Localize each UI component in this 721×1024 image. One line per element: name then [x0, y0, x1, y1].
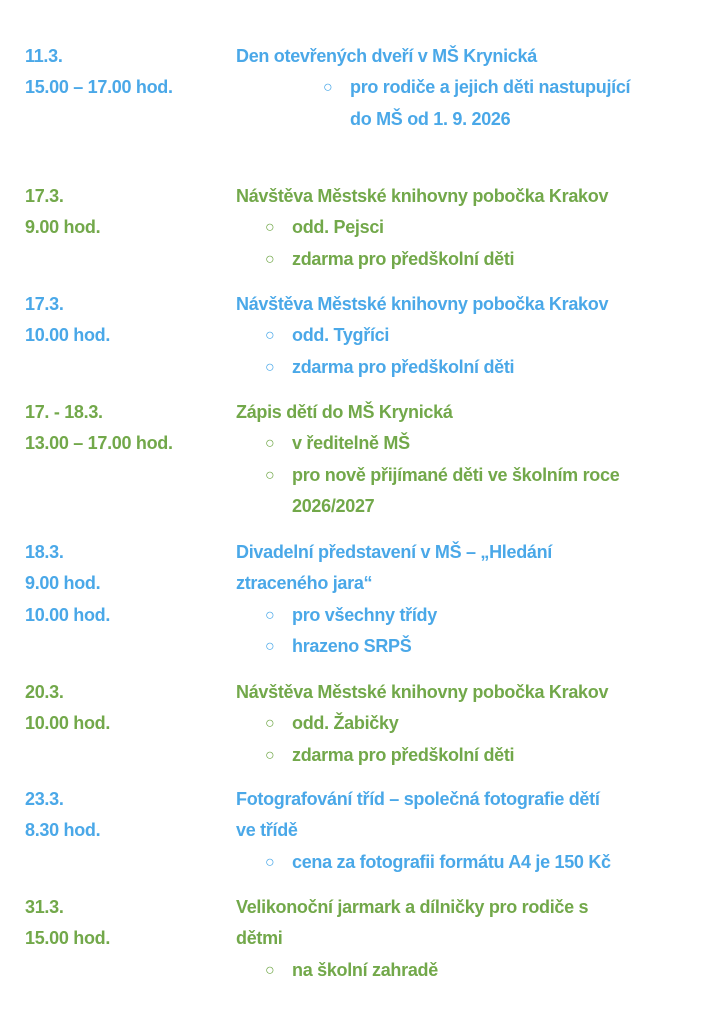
bullet-item: ○ zdarma pro předškolní děti [236, 740, 706, 771]
date-time-line: 17.3. [25, 186, 64, 206]
date-time-line: 11.3. [25, 46, 63, 66]
date-time-line: 17.3. [25, 294, 64, 314]
bullet-item: ○ zdarma pro předškolní děti [236, 244, 706, 275]
bullet-text: pro nově přijímané děti ve školním roce [292, 464, 620, 485]
event-date-time: 17.3. 10.00 hod. [25, 289, 110, 352]
bullet-circle-icon: ○ [265, 715, 275, 733]
bullet-circle-icon: ○ [265, 606, 275, 624]
bullet-text: zdarma pro předškolní děti [292, 356, 515, 377]
bullet-circle-icon: ○ [265, 358, 275, 376]
bullet-item: 2026/2027 [236, 491, 706, 522]
bullet-text: hrazeno SRPŠ [292, 635, 412, 656]
event-details: Návštěva Městské knihovny pobočka Krakov… [236, 677, 706, 771]
bullet-text: zdarma pro předškolní děti [292, 744, 515, 765]
event-date-time: 23.3. 8.30 hod. [25, 784, 101, 847]
bullet-text: pro rodiče a jejich děti nastupující [350, 77, 631, 98]
event-details: Zápis dětí do MŠ Krynická ○ v ředitelně MŠ… [236, 397, 706, 522]
bullet-item: ○ na školní zahradě [236, 955, 706, 986]
bullet-item: ○ pro rodiče a jejich děti nastupující [236, 72, 706, 103]
event-date-time: 11.3. 15.00 – 17.00 hod. [25, 41, 173, 104]
event-title-line: ve třídě [236, 820, 298, 841]
event-title-line: Zápis dětí do MŠ Krynická [236, 402, 453, 422]
event-details: Návštěva Městské knihovny pobočka Krakov… [236, 181, 706, 275]
date-time-line: 9.00 hod. [25, 573, 101, 594]
bullet-item: ○ pro nově přijímané děti ve školním roce [236, 460, 706, 491]
bullet-item: ○ odd. Žabičky [236, 708, 706, 739]
event-title-line: Návštěva Městské knihovny pobočka Krakov [236, 294, 609, 314]
bullet-text: 2026/2027 [292, 495, 375, 516]
event-title-line: ztraceného jara“ [236, 573, 373, 594]
event-title-line: Divadelní představení v MŠ – „Hledání [236, 542, 553, 562]
event-title-line: Návštěva Městské knihovny pobočka Krakov [236, 186, 609, 206]
bullet-item: ○ hrazeno SRPŠ [236, 631, 706, 662]
date-time-line: 10.00 hod. [25, 604, 111, 625]
bullet-circle-icon: ○ [265, 853, 275, 871]
date-time-line: 15.00 – 17.00 hod. [25, 77, 173, 98]
bullet-text: odd. Žabičky [292, 713, 399, 734]
date-time-line: 18.3. [25, 542, 64, 562]
event-date-time: 18.3. 9.00 hod. 10.00 hod. [25, 537, 110, 631]
bullet-text: zdarma pro předškolní děti [292, 248, 515, 269]
date-time-line: 13.00 – 17.00 hod. [25, 433, 173, 454]
event-date-time: 17.3. 9.00 hod. [25, 181, 101, 244]
event-title-line: Fotografování tříd – společná fotografie… [236, 789, 600, 809]
event-date-time: 31.3. 15.00 hod. [25, 892, 110, 955]
bullet-item: ○ odd. Pejsci [236, 212, 706, 243]
bullet-item: ○ v ředitelně MŠ [236, 428, 706, 459]
bullet-circle-icon: ○ [265, 219, 275, 237]
bullet-circle-icon: ○ [265, 466, 275, 484]
date-time-line: 15.00 hod. [25, 928, 111, 949]
date-time-line: 17. - 18.3. [25, 402, 103, 422]
bullet-text: cena za fotografii formátu A4 je 150 Kč [292, 851, 611, 872]
bullet-item: ○ odd. Tygříci [236, 320, 706, 351]
date-time-line: 10.00 hod. [25, 713, 111, 734]
bullet-circle-icon: ○ [265, 435, 275, 453]
event-title-line: dětmi [236, 928, 283, 949]
date-time-line: 31.3. [25, 897, 64, 917]
date-time-line: 9.00 hod. [25, 217, 101, 238]
bullet-text: na školní zahradě [292, 959, 438, 980]
bullet-circle-icon: ○ [265, 637, 275, 655]
bullet-text: v ředitelně MŠ [292, 433, 410, 454]
event-title-line: Den otevřených dveří v MŠ Krynická [236, 46, 537, 66]
bullet-circle-icon: ○ [323, 79, 333, 97]
event-details: Divadelní představení v MŠ – „Hledání ztr… [236, 537, 706, 662]
bullet-text: odd. Tygříci [292, 325, 390, 346]
bullet-circle-icon: ○ [265, 746, 275, 764]
bullet-text: pro všechny třídy [292, 604, 437, 625]
date-time-line: 20.3. [25, 682, 64, 702]
date-time-line: 10.00 hod. [25, 325, 111, 346]
bullet-item: ○ zdarma pro předškolní děti [236, 352, 706, 383]
bullet-item: ○ pro všechny třídy [236, 600, 706, 631]
event-details: Den otevřených dveří v MŠ Krynická ○ pro r… [236, 41, 706, 135]
bullet-circle-icon: ○ [265, 327, 275, 345]
bullet-circle-icon: ○ [265, 250, 275, 268]
event-details: Velikonoční jarmark a dílničky pro rodič… [236, 892, 706, 986]
event-title-line: Návštěva Městské knihovny pobočka Krakov [236, 682, 609, 702]
bullet-item: ○ cena za fotografii formátu A4 je 150 Kč [236, 847, 706, 878]
bullet-text: do MŠ od 1. 9. 2026 [350, 108, 511, 129]
event-details: Fotografování tříd – společná fotografie… [236, 784, 706, 878]
event-date-time: 17. - 18.3. 13.00 – 17.00 hod. [25, 397, 173, 460]
bullet-text: odd. Pejsci [292, 217, 384, 238]
event-date-time: 20.3. 10.00 hod. [25, 677, 110, 740]
bullet-item: do MŠ od 1. 9. 2026 [236, 104, 706, 135]
date-time-line: 23.3. [25, 789, 64, 809]
date-time-line: 8.30 hod. [25, 820, 101, 841]
bullet-circle-icon: ○ [265, 961, 275, 979]
event-title-line: Velikonoční jarmark a dílničky pro rodič… [236, 897, 589, 917]
event-details: Návštěva Městské knihovny pobočka Krakov… [236, 289, 706, 383]
